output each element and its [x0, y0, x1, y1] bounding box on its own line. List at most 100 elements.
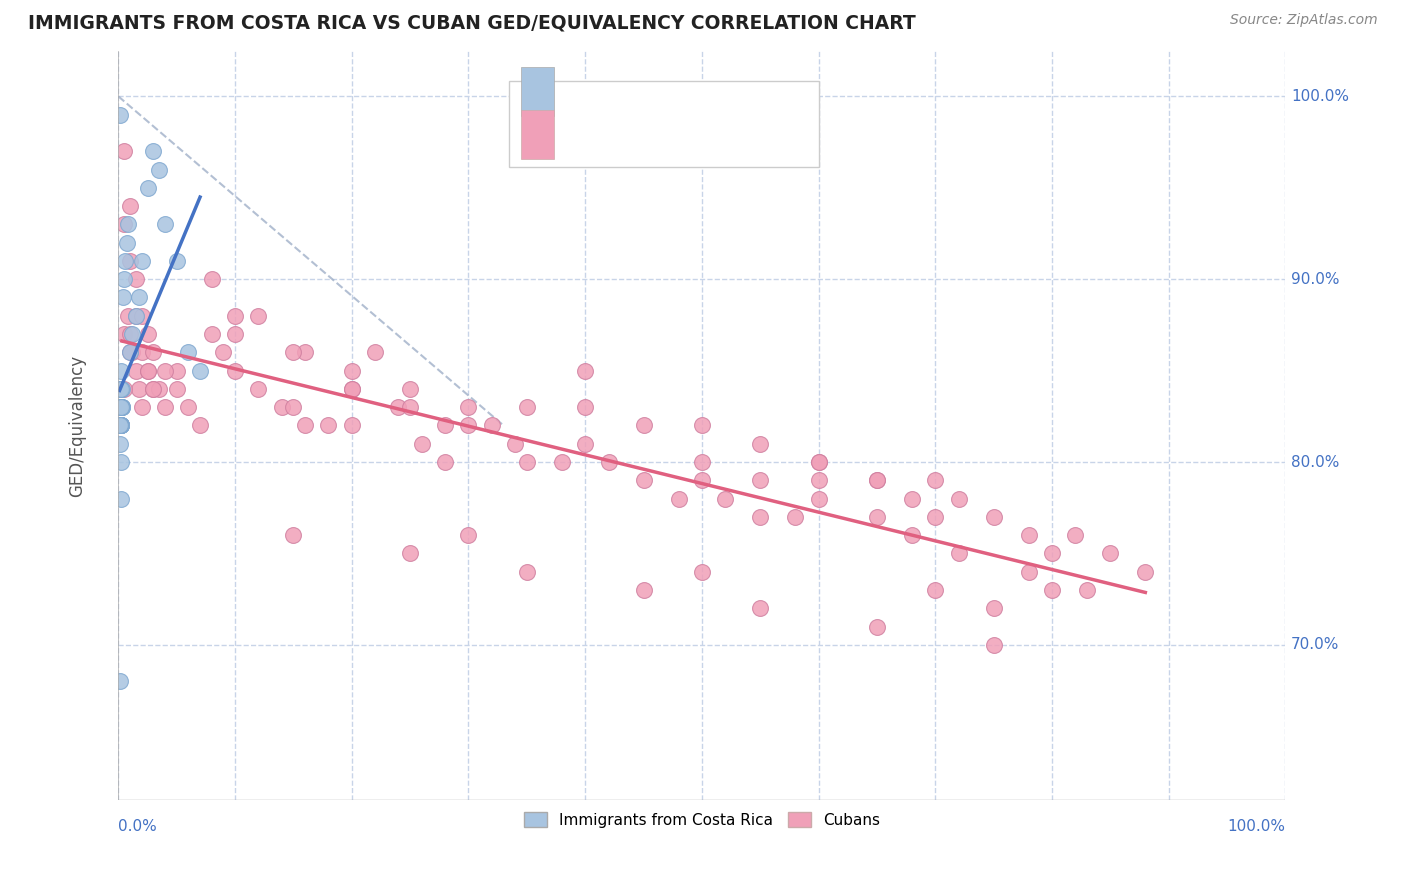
Point	[318, 418, 340, 433]
Point	[110, 400, 132, 414]
Point	[111, 400, 134, 414]
Point	[690, 455, 713, 469]
Point	[457, 400, 479, 414]
Point	[574, 363, 596, 377]
Point	[110, 491, 132, 506]
Point	[785, 509, 807, 524]
Point	[983, 601, 1005, 615]
Point	[1040, 546, 1063, 560]
Point	[516, 455, 538, 469]
Point	[111, 382, 134, 396]
Point	[516, 565, 538, 579]
Point	[399, 546, 422, 560]
Point	[212, 345, 235, 359]
Point	[188, 418, 211, 433]
Point	[114, 254, 136, 268]
Point	[110, 363, 132, 377]
Point	[924, 473, 946, 487]
Point	[108, 418, 131, 433]
Point	[948, 546, 970, 560]
Point	[866, 619, 889, 633]
Point	[112, 145, 135, 159]
Point	[110, 418, 132, 433]
Point	[866, 473, 889, 487]
Text: IMMIGRANTS FROM COSTA RICA VS CUBAN GED/EQUIVALENCY CORRELATION CHART: IMMIGRANTS FROM COSTA RICA VS CUBAN GED/…	[28, 13, 915, 32]
Point	[142, 382, 165, 396]
Point	[516, 400, 538, 414]
Point	[1018, 528, 1040, 542]
Point	[574, 400, 596, 414]
Point	[948, 491, 970, 506]
Point	[224, 363, 246, 377]
Point	[125, 363, 148, 377]
Point	[108, 400, 131, 414]
Point	[110, 400, 132, 414]
Point	[108, 382, 131, 396]
Point	[108, 418, 131, 433]
Point	[983, 638, 1005, 652]
Point	[481, 418, 503, 433]
Point	[118, 199, 141, 213]
Text: GED/Equivalency: GED/Equivalency	[69, 354, 87, 497]
FancyBboxPatch shape	[522, 67, 554, 116]
Point	[121, 326, 143, 341]
Point	[807, 455, 830, 469]
Text: Source: ZipAtlas.com: Source: ZipAtlas.com	[1230, 13, 1378, 28]
Point	[399, 400, 422, 414]
Point	[1076, 582, 1098, 597]
Point	[115, 235, 138, 250]
Point	[136, 181, 159, 195]
Point	[108, 400, 131, 414]
Point	[131, 400, 153, 414]
Point	[1064, 528, 1087, 542]
Point	[690, 565, 713, 579]
Point	[108, 418, 131, 433]
Point	[690, 473, 713, 487]
Point	[110, 418, 132, 433]
Point	[118, 326, 141, 341]
Point	[118, 345, 141, 359]
Point	[110, 418, 132, 433]
Point	[153, 400, 176, 414]
Point	[714, 491, 737, 506]
Text: 70.0%: 70.0%	[1291, 638, 1340, 652]
Point	[110, 400, 132, 414]
Point	[224, 309, 246, 323]
Point	[110, 400, 132, 414]
Point	[108, 418, 131, 433]
Point	[112, 291, 135, 305]
Legend: Immigrants from Costa Rica, Cubans: Immigrants from Costa Rica, Cubans	[517, 805, 886, 834]
Point	[110, 418, 132, 433]
Point	[749, 436, 772, 450]
Text: R =   0.152   N =   51: R = 0.152 N = 51	[565, 86, 786, 103]
Point	[136, 363, 159, 377]
Point	[148, 382, 170, 396]
Text: 100.0%: 100.0%	[1227, 819, 1285, 834]
Point	[434, 418, 457, 433]
Point	[270, 400, 292, 414]
Point	[807, 491, 830, 506]
Point	[247, 382, 270, 396]
Point	[108, 108, 131, 122]
Point	[399, 382, 422, 396]
Point	[901, 528, 924, 542]
Point	[224, 326, 246, 341]
Point	[188, 363, 211, 377]
Point	[110, 382, 132, 396]
Point	[108, 436, 131, 450]
Point	[128, 382, 150, 396]
Point	[166, 382, 188, 396]
Point	[690, 418, 713, 433]
Point	[457, 528, 479, 542]
Point	[117, 309, 139, 323]
Point	[434, 455, 457, 469]
Point	[749, 473, 772, 487]
Point	[131, 345, 153, 359]
Point	[983, 509, 1005, 524]
Point	[117, 218, 139, 232]
Point	[111, 400, 134, 414]
Point	[633, 582, 655, 597]
Point	[283, 400, 305, 414]
Point	[294, 418, 316, 433]
Point	[387, 400, 409, 414]
